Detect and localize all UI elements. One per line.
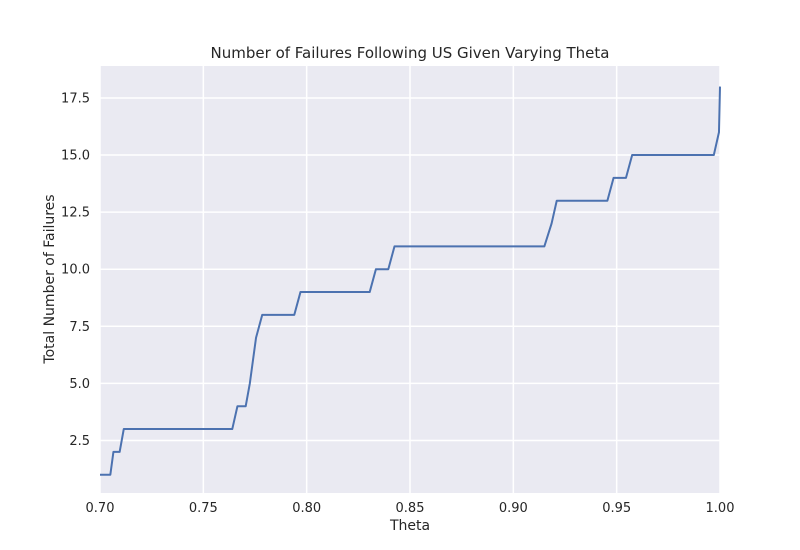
y-tick-label: 5.0	[69, 377, 90, 392]
x-tick-label: 0.95	[602, 501, 631, 516]
chart-title: Number of Failures Following US Given Va…	[211, 44, 610, 62]
y-gridlines	[100, 97, 720, 442]
x-tick-label: 0.75	[189, 501, 218, 516]
y-tick-label: 17.5	[61, 91, 90, 106]
series-line	[100, 86, 721, 476]
x-tick-label: 0.90	[499, 501, 528, 516]
y-tick-label: 2.5	[69, 434, 90, 449]
x-tick-label: 0.85	[396, 501, 425, 516]
x-axis-title: Theta	[389, 518, 430, 534]
x-tick-label: 1.00	[706, 501, 735, 516]
x-gridlines	[99, 66, 721, 493]
y-tick-label: 7.5	[69, 320, 90, 335]
x-tick-label: 0.70	[86, 501, 115, 516]
series-layer	[100, 86, 721, 476]
x-tick-label: 0.80	[292, 501, 321, 516]
y-tick-label: 12.5	[61, 206, 90, 221]
y-tick-labels: 2.5 5.0 7.5 10.0 12.5 15.0 17.5	[61, 91, 90, 449]
y-tick-label: 10.0	[61, 263, 90, 278]
y-axis-title: Total Number of Failures	[42, 194, 58, 364]
x-tick-labels: 0.70 0.75 0.80 0.85 0.90 0.95 1.00	[86, 501, 735, 516]
y-tick-label: 15.0	[61, 149, 90, 164]
